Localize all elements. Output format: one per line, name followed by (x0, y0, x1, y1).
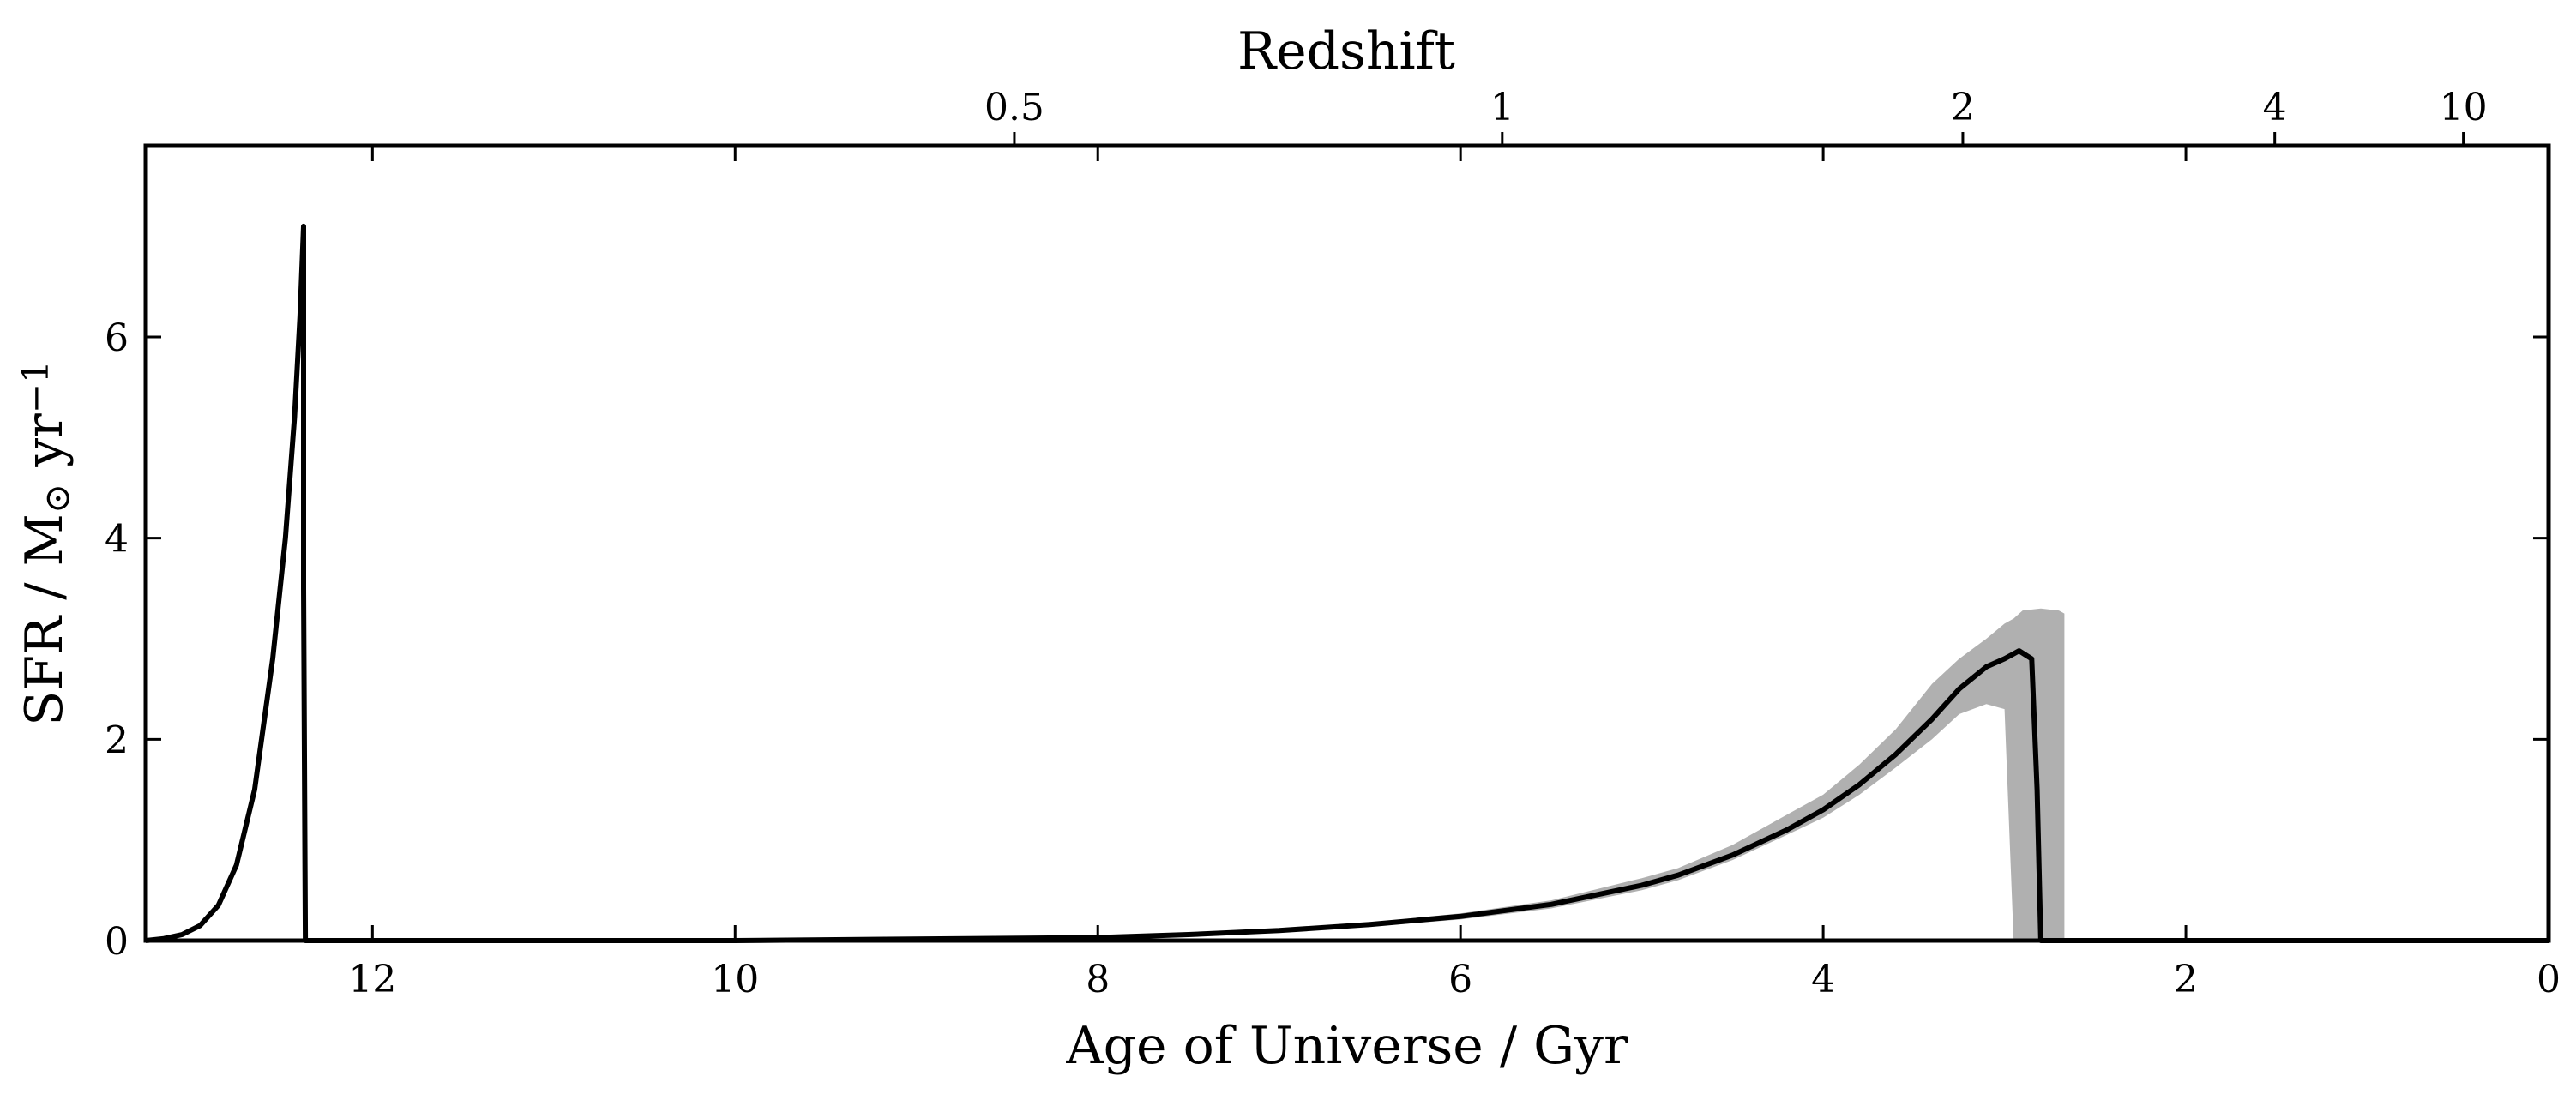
x-tick-label: 12 (348, 958, 396, 1001)
y-tick-label: 6 (105, 316, 129, 360)
redshift-tick-label: 4 (2263, 86, 2287, 129)
y-tick-label: 0 (105, 920, 129, 964)
y-axis-title-mid: yr (15, 413, 75, 484)
y-axis-title-sub: ⊙ (36, 484, 78, 514)
y-axis-title-sup: −1 (15, 360, 57, 413)
y-axis-title: SFR / M⊙ yr−1 (15, 360, 78, 726)
x-tick-label: 0 (2537, 958, 2561, 1001)
y-axis-title-main: SFR / M (15, 514, 75, 726)
x-axis-title: Age of Universe / Gyr (1065, 1016, 1628, 1076)
redshift-tick-label: 10 (2440, 86, 2488, 129)
redshift-tick-label: 1 (1490, 86, 1514, 129)
y-tick-label: 2 (105, 718, 129, 762)
x-tick-label: 4 (1811, 958, 1835, 1001)
x-tick-label: 8 (1086, 958, 1110, 1001)
x-tick-label: 6 (1448, 958, 1472, 1001)
redshift-tick-label: 2 (1951, 86, 1975, 129)
x-tick-label: 10 (711, 958, 759, 1001)
x-tick-label: 2 (2174, 958, 2198, 1001)
plot-frame (143, 143, 2551, 943)
top-axis-title: Redshift (1237, 21, 1455, 81)
sfr-line-0 (145, 223, 2549, 943)
plot-area (145, 223, 2549, 943)
y-tick-label: 4 (105, 518, 129, 562)
redshift-tick-label: 0.5 (984, 86, 1044, 129)
